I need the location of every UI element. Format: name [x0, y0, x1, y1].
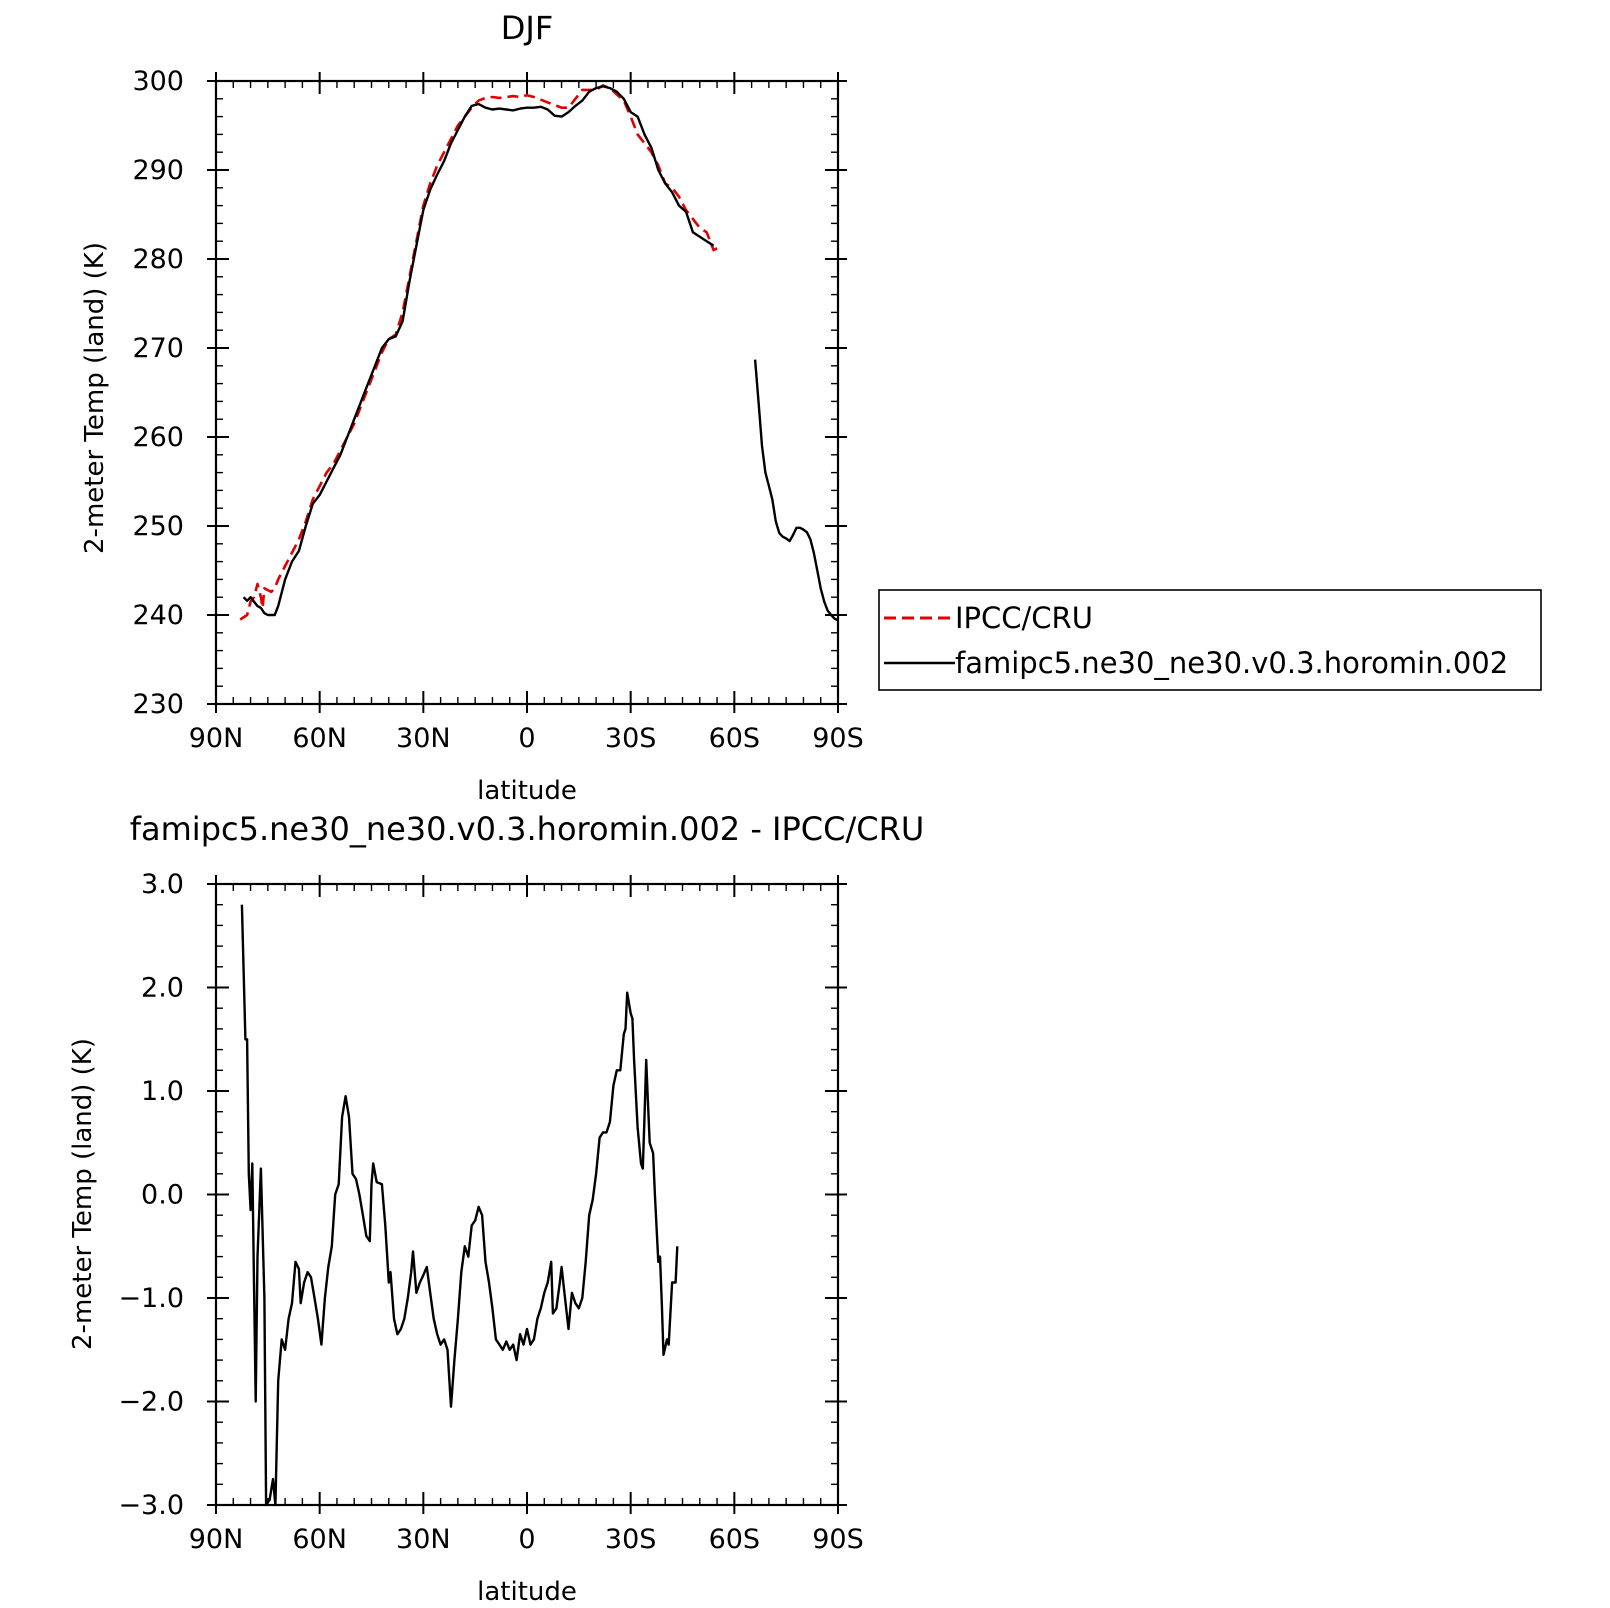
top-plot-lines: [239, 84, 839, 622]
bottom-plot-frame: [214, 882, 840, 1507]
top-y-tick-label: 260: [132, 422, 184, 453]
bottom-y-tick-label: 1.0: [141, 1076, 184, 1107]
legend-label-model: famipc5.ne30_ne30.v0.3.horomin.002: [955, 646, 1508, 680]
bottom-x-tick-label: 30S: [605, 1524, 657, 1555]
legend-box: [878, 589, 1542, 691]
bottom-panel: famipc5.ne30_ne30.v0.3.horomin.002 - IPC…: [68, 810, 924, 1607]
bottom-series-line-0: [240, 904, 679, 1507]
top-x-tick-label: 60N: [292, 723, 347, 754]
top-x-tick-label: 90N: [189, 723, 244, 754]
bottom-x-tick-label: 30N: [396, 1524, 451, 1555]
bottom-plot-lines: [240, 904, 679, 1507]
top-y-tick-label: 300: [132, 66, 184, 97]
top-series-line-1: [753, 359, 839, 622]
top-x-tick-label: 30N: [396, 723, 451, 754]
legend-label-ipcc-cru: IPCC/CRU: [955, 601, 1093, 635]
top-series-line-0: [239, 84, 718, 621]
bottom-x-tick-label: 0: [518, 1524, 535, 1555]
bottom-x-axis-title: latitude: [477, 1577, 577, 1607]
bottom-y-axis-title: 2-meter Temp (land) (K): [68, 1038, 98, 1350]
bottom-y-tick-label: −1.0: [118, 1283, 184, 1314]
top-panel: DJF 90N 60N 30N 0 30S 60S 90S 230 240 250 260 270 28…: [80, 9, 864, 806]
top-x-tick-label: 90S: [812, 723, 864, 754]
bottom-y-tick-label: 3.0: [141, 869, 184, 900]
top-y-tick-label: 240: [132, 600, 184, 631]
top-y-axis-title: 2-meter Temp (land) (K): [80, 242, 110, 554]
top-y-tick-label: 250: [132, 511, 184, 542]
top-x-tick-label: 0: [518, 723, 535, 754]
top-y-tick-label: 230: [132, 689, 184, 720]
top-x-tick-label: 30S: [605, 723, 657, 754]
top-y-tick-label: 270: [132, 333, 184, 364]
bottom-y-tick-label: −3.0: [118, 1490, 184, 1521]
bottom-x-tick-label: 90S: [812, 1524, 864, 1555]
bottom-x-tick-label: 60S: [709, 1524, 761, 1555]
top-axes: 90N 60N 30N 0 30S 60S 90S 230 240 250 260 270 280 290…: [132, 66, 863, 754]
bottom-y-tick-label: 2.0: [141, 973, 184, 1004]
top-y-tick-label: 280: [132, 244, 184, 275]
bottom-x-tick-label: 60N: [292, 1524, 347, 1555]
bottom-y-tick-label: 0.0: [141, 1180, 184, 1211]
top-plot-frame: [214, 79, 840, 706]
top-chart-title: DJF: [501, 9, 553, 47]
legend: IPCC/CRU famipc5.ne30_ne30.v0.3.horomin.…: [878, 589, 1542, 691]
top-x-axis-title: latitude: [477, 776, 577, 806]
bottom-chart-title: famipc5.ne30_ne30.v0.3.horomin.002 - IPC…: [130, 810, 925, 848]
top-series-line-1: [242, 85, 715, 617]
bottom-axes: 90N 60N 30N 0 30S 60S 90S −3.0 −2.0 −1.0 0.0 1.0 2.0…: [118, 869, 863, 1555]
bottom-y-tick-label: −2.0: [118, 1387, 184, 1418]
top-y-tick-label: 290: [132, 155, 184, 186]
bottom-x-tick-label: 90N: [189, 1524, 244, 1555]
top-x-tick-label: 60S: [709, 723, 761, 754]
